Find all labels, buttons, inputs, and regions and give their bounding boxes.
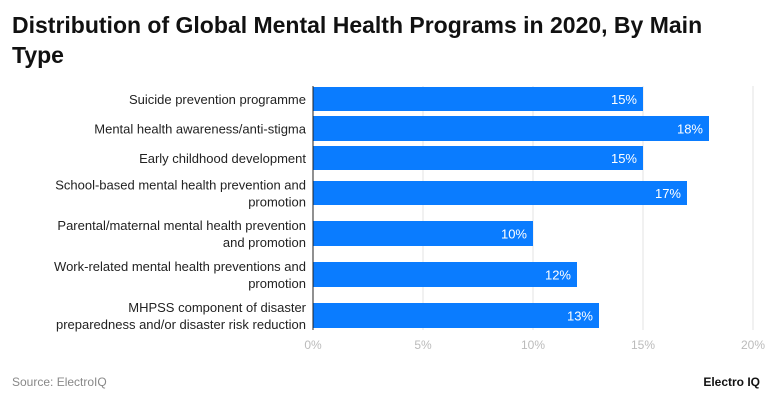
data-label: 13% [567, 309, 593, 324]
bar [313, 221, 533, 246]
category-label: preparedness and/or disaster risk reduct… [56, 317, 306, 332]
bar [313, 116, 709, 141]
bar [313, 262, 577, 287]
data-label: 10% [501, 227, 527, 242]
brand-logo: Electro IQ [703, 375, 760, 389]
data-label: 18% [677, 122, 703, 137]
bar [313, 181, 687, 205]
x-tick-label: 0% [304, 338, 322, 352]
bar [313, 87, 643, 111]
data-label: 17% [655, 186, 681, 201]
data-label: 15% [611, 151, 637, 166]
data-label: 15% [611, 92, 637, 107]
bar [313, 146, 643, 170]
category-label: promotion [248, 276, 306, 291]
x-tick-label: 20% [741, 338, 765, 352]
bar [313, 303, 599, 328]
chart-title: Distribution of Global Mental Health Pro… [12, 12, 703, 68]
category-label: Early childhood development [139, 151, 306, 166]
data-label: 12% [545, 268, 571, 283]
category-label: Parental/maternal mental health preventi… [57, 218, 306, 233]
source-note: Source: ElectroIQ [12, 375, 107, 389]
category-label: School-based mental health prevention an… [55, 178, 306, 193]
category-label: promotion [248, 195, 306, 210]
category-label: and promotion [223, 235, 306, 250]
category-label: Suicide prevention programme [129, 92, 306, 107]
x-tick-label: 15% [631, 338, 655, 352]
x-tick-label: 10% [521, 338, 545, 352]
x-tick-label: 5% [414, 338, 432, 352]
category-label: MHPSS component of disaster [128, 300, 306, 315]
category-label: Mental health awareness/anti-stigma [94, 122, 306, 137]
category-label: Work-related mental health preventions a… [54, 259, 306, 274]
